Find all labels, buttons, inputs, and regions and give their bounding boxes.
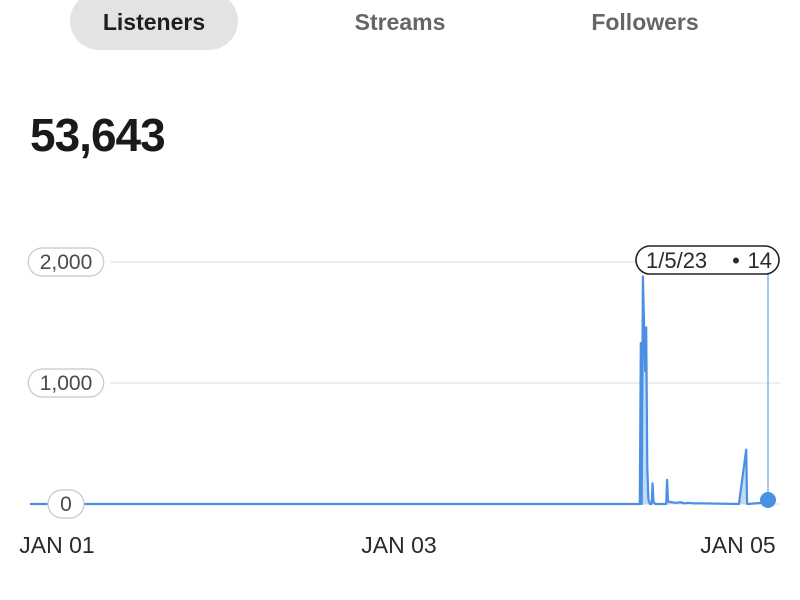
series-line — [30, 275, 769, 506]
y-tick-label: 0 — [60, 493, 72, 516]
y-tick-label: 1,000 — [40, 372, 93, 395]
tooltip-date: 1/5/23 — [646, 248, 707, 273]
total-listeners-value: 53,643 — [30, 109, 166, 161]
tooltip-pill — [635, 245, 780, 275]
tab-listeners[interactable]: Listeners — [70, 0, 238, 50]
y-tick: 0 — [47, 489, 85, 519]
x-axis-ticks: JAN 01 JAN 03 JAN 05 — [19, 532, 775, 558]
highlight-dot — [760, 492, 776, 508]
tooltip-separator: • — [732, 248, 740, 273]
x-tick-label: JAN 05 — [700, 532, 775, 558]
y-tick-label: 2,000 — [40, 251, 93, 274]
chart-area — [30, 275, 769, 506]
y-tick: 1,000 — [27, 368, 105, 398]
chart-gridlines — [110, 261, 780, 505]
area-fill — [30, 276, 768, 504]
x-tick-label: JAN 03 — [361, 532, 436, 558]
tooltip-value: 14 — [748, 248, 772, 273]
y-tick-pill — [47, 489, 85, 519]
y-axis-ticks: 0 1,000 2,000 — [27, 247, 105, 519]
y-tick-pill — [27, 247, 105, 277]
y-tick: 2,000 — [27, 247, 105, 277]
tab-followers[interactable]: Followers — [591, 8, 699, 35]
chart-tooltip: 1/5/23 • 14 — [635, 245, 780, 508]
y-tick-pill — [27, 368, 105, 398]
metric-tabs: Listeners Streams Followers — [0, 0, 800, 60]
tab-streams[interactable]: Streams — [354, 8, 446, 35]
x-tick-label: JAN 01 — [19, 532, 94, 558]
